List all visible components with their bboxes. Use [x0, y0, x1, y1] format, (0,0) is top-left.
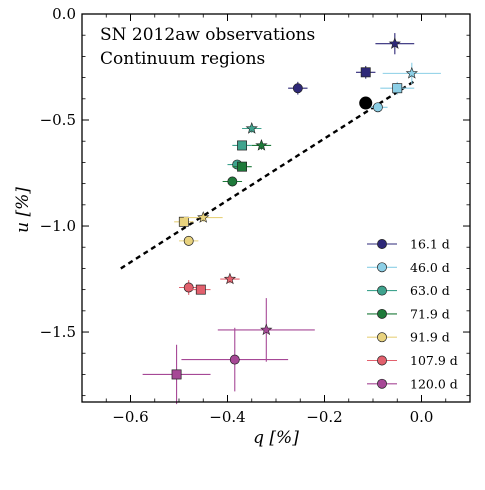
- legend-marker-5: [377, 332, 387, 343]
- data-point-square-3-2: [237, 140, 247, 151]
- legend-label-5: 91.9 d: [410, 330, 450, 345]
- data-point-star-5-3: [197, 211, 210, 223]
- data-point-star-6-3: [223, 272, 237, 285]
- legend-label-4: 71.9 d: [410, 306, 450, 321]
- x-tick-label-3: −0.2: [306, 408, 342, 426]
- data-point-star-1-3: [388, 37, 401, 49]
- data-point-circle-1-1: [292, 83, 303, 94]
- series-4: [222, 139, 272, 187]
- y-axis-label: u [%]: [13, 187, 33, 233]
- series-5: [174, 211, 223, 246]
- series-2: [368, 62, 441, 113]
- annotation-line-1: SN 2012aw observations: [100, 25, 315, 45]
- legend-label-3: 63.0 d: [410, 283, 450, 298]
- data-point-star-7-3: [260, 323, 273, 336]
- legend: 16.1 d 46.0 d 63.0 d 71.9 d 91.9 d 107.9 d 120…: [367, 237, 458, 391]
- data-point-circle-5-1: [183, 235, 194, 246]
- data-point-square-4-2: [237, 161, 247, 172]
- data-point-circle-4-1: [227, 176, 238, 187]
- legend-label-2: 46.0 d: [410, 260, 450, 275]
- data-point-star-2-3: [405, 66, 418, 79]
- legend-marker-2: [377, 262, 387, 273]
- legend-label-7: 120.0 d: [410, 376, 458, 391]
- isp-point: [359, 96, 373, 110]
- legend-marker-6: [377, 355, 387, 366]
- data-point-square-5-2: [178, 216, 189, 227]
- y-tick-label-4: −1.5: [40, 323, 76, 341]
- data-point-star-4-3: [255, 139, 268, 151]
- data-point-circle-7-1: [229, 354, 240, 365]
- x-tick-label-1: −0.6: [112, 408, 148, 426]
- y-tick-label-2: −0.5: [40, 111, 76, 129]
- series-6: [179, 272, 240, 295]
- data-point-square-2-2: [392, 83, 403, 94]
- data-point-square-7-2: [171, 369, 182, 380]
- legend-marker-4: [377, 308, 387, 319]
- fit-line: [120, 78, 418, 270]
- y-tick-label-3: −1.0: [40, 217, 76, 235]
- annotation-line-2: Continuum regions: [100, 49, 265, 69]
- legend-label-1: 16.1 d: [410, 237, 450, 252]
- x-axis-label: q [%]: [253, 428, 299, 448]
- legend-marker-3: [377, 285, 387, 296]
- data-point-circle-6-1: [183, 282, 194, 293]
- data-point-star-3-3: [245, 122, 258, 134]
- data-point-circle-2-1: [372, 102, 383, 113]
- data-point-square-1-2: [360, 67, 371, 78]
- data-point-square-6-2: [195, 284, 206, 295]
- y-tick-label-1: 0.0: [52, 5, 76, 23]
- series-1: [288, 33, 415, 95]
- series-7: [142, 298, 315, 405]
- legend-marker-7: [377, 378, 387, 389]
- legend-label-6: 107.9 d: [410, 353, 458, 368]
- legend-marker-1: [377, 239, 387, 249]
- x-tick-label-2: −0.4: [209, 408, 245, 426]
- x-tick-label-4: 0.0: [410, 408, 434, 426]
